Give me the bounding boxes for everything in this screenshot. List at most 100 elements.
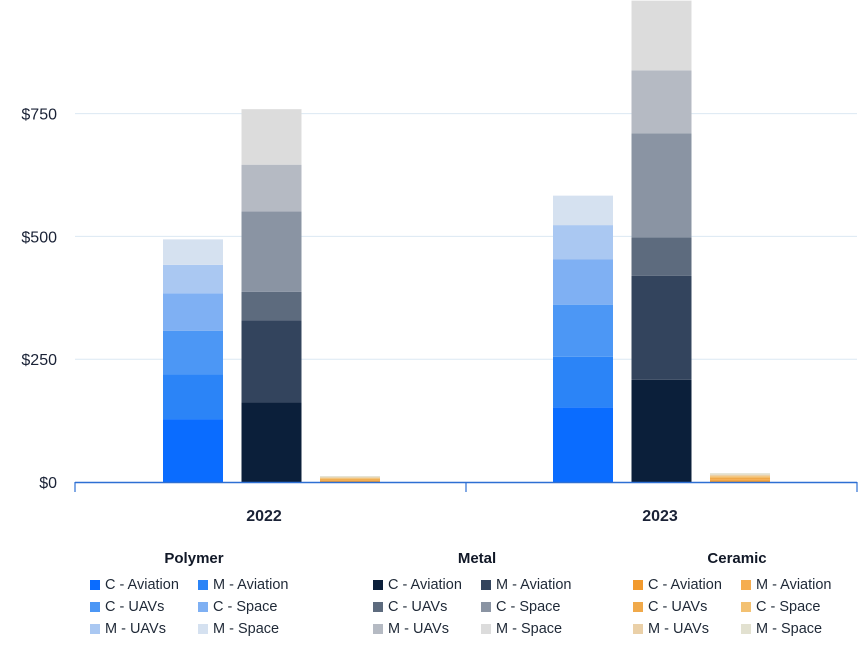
legend-label: M - Space (213, 620, 280, 637)
bar-segment-metal-c-uavs-2022 (241, 291, 302, 321)
legend-item: C - UAVs (373, 597, 481, 616)
legend-item: C - Space (481, 597, 589, 616)
legend-swatch (198, 623, 208, 634)
bar-stack-metal-2023 (631, 0, 692, 482)
bar-segment-metal-c-space-2022 (241, 211, 302, 292)
bar-segment-metal-c-uavs-2023 (631, 237, 692, 276)
bar-stack-ceramic-2022 (320, 476, 380, 482)
bar-segment-polymer-c-space-2022 (163, 293, 223, 331)
bar-segment-ceramic-m-uavs-2022 (320, 477, 380, 479)
x-category-label: 2022 (246, 508, 282, 525)
bar-segment-ceramic-c-space-2022 (320, 478, 380, 480)
bar-segment-ceramic-m-uavs-2023 (710, 474, 770, 477)
legend-item: M - Aviation (741, 575, 849, 594)
legend-label: C - Space (496, 598, 561, 615)
legend-item: M - Aviation (481, 575, 589, 594)
legend-label: C - Space (213, 598, 278, 615)
legend-swatch (741, 601, 751, 612)
legend-label: C - UAVs (388, 598, 448, 615)
bar-segment-ceramic-c-uavs-2023 (710, 477, 770, 480)
legend-group-title: Polymer (164, 550, 224, 567)
legend-swatch (741, 623, 751, 634)
bar-segment-polymer-c-space-2023 (553, 259, 613, 305)
legend-item: M - UAVs (633, 619, 741, 638)
legend-swatch (90, 579, 100, 590)
legend-swatch (481, 601, 491, 612)
bar-segment-metal-m-uavs-2022 (241, 164, 302, 212)
bar-stack-metal-2022 (241, 109, 302, 482)
bar-segment-ceramic-c-uavs-2022 (320, 479, 380, 481)
legend-label: M - Space (756, 620, 823, 637)
bar-segment-metal-m-space-2023 (631, 0, 692, 71)
legend-label: M - Aviation (756, 576, 832, 593)
legend-label: C - UAVs (105, 598, 165, 615)
bar-stack-polymer-2023 (553, 195, 613, 482)
legend-item: C - Aviation (373, 575, 481, 594)
y-tick-label: $750 (21, 107, 57, 124)
legend-item: M - UAVs (373, 619, 481, 638)
bar-segment-metal-c-aviation-2023 (631, 379, 692, 482)
bar-segment-metal-m-space-2022 (241, 109, 302, 165)
legend-label: M - Aviation (496, 576, 572, 593)
bar-segment-polymer-m-space-2022 (163, 239, 223, 265)
legend-label: M - UAVs (648, 620, 709, 637)
stacked-bar-chart: $0 $250 $500 $750 2022 2023 (21, 0, 858, 525)
bar-segment-metal-c-aviation-2022 (241, 402, 302, 482)
legend-label: C - Aviation (648, 576, 722, 593)
legend-swatch (633, 623, 643, 634)
legend-swatch (198, 579, 208, 590)
legend-item: M - Space (481, 619, 589, 638)
bar-segment-polymer-m-aviation-2022 (163, 374, 223, 420)
legend-item: C - UAVs (90, 597, 198, 616)
y-tick-label: $250 (21, 352, 57, 369)
bar-segment-ceramic-c-aviation-2022 (320, 481, 380, 482)
legend-item: C - Aviation (633, 575, 741, 594)
bar-segment-metal-m-aviation-2023 (631, 275, 692, 380)
legend-item: M - Aviation (198, 575, 306, 594)
legend-swatch (90, 601, 100, 612)
bar-segment-polymer-c-uavs-2023 (553, 304, 613, 357)
bar-segment-ceramic-c-aviation-2023 (710, 480, 770, 482)
y-tick-label: $0 (39, 475, 57, 492)
legend: Polymer C - Aviation M - Aviation C - UAVs C… (0, 548, 865, 643)
y-tick-label: $500 (21, 229, 57, 246)
legend-label: M - Aviation (213, 576, 289, 593)
bar-stack-ceramic-2023 (710, 473, 770, 482)
legend-item: C - Space (198, 597, 306, 616)
legend-label: M - UAVs (388, 620, 449, 637)
legend-swatch (373, 579, 383, 590)
legend-swatch (373, 623, 383, 634)
bar-segment-ceramic-m-aviation-2023 (710, 479, 770, 481)
legend-label: C - UAVs (648, 598, 708, 615)
legend-group-title: Ceramic (707, 550, 767, 567)
bar-segment-ceramic-m-space-2023 (710, 473, 770, 475)
x-axis-category-labels: 2022 2023 (246, 508, 678, 525)
y-axis-tick-labels: $0 $250 $500 $750 (21, 107, 57, 492)
bar-segment-polymer-m-space-2023 (553, 195, 613, 226)
bar-segment-polymer-m-aviation-2023 (553, 356, 613, 408)
legend-item: M - Space (198, 619, 306, 638)
x-category-label: 2023 (642, 508, 678, 525)
legend-swatch (633, 601, 643, 612)
bar-segment-polymer-c-aviation-2023 (553, 407, 613, 482)
legend-label: C - Aviation (105, 576, 179, 593)
legend-swatch (90, 623, 100, 634)
bar-segment-metal-m-aviation-2022 (241, 320, 302, 403)
legend-swatch (198, 601, 208, 612)
legend-swatch (741, 579, 751, 590)
bar-segment-polymer-c-aviation-2022 (163, 419, 223, 482)
bar-segment-ceramic-m-space-2022 (320, 476, 380, 478)
bar-segment-polymer-m-uavs-2023 (553, 225, 613, 260)
legend-item: C - Aviation (90, 575, 198, 594)
legend-item: M - UAVs (90, 619, 198, 638)
bar-segment-ceramic-c-space-2023 (710, 476, 770, 478)
legend-swatch (633, 579, 643, 590)
bar-segment-metal-c-space-2023 (631, 133, 692, 238)
x-axis (74, 481, 858, 492)
legend-label: C - Space (756, 598, 821, 615)
legend-label: M - Space (496, 620, 563, 637)
bar-stack-polymer-2022 (163, 239, 223, 482)
legend-label: C - Aviation (388, 576, 462, 593)
legend-group-title: Metal (457, 550, 497, 567)
bar-segment-ceramic-m-aviation-2022 (320, 480, 380, 482)
